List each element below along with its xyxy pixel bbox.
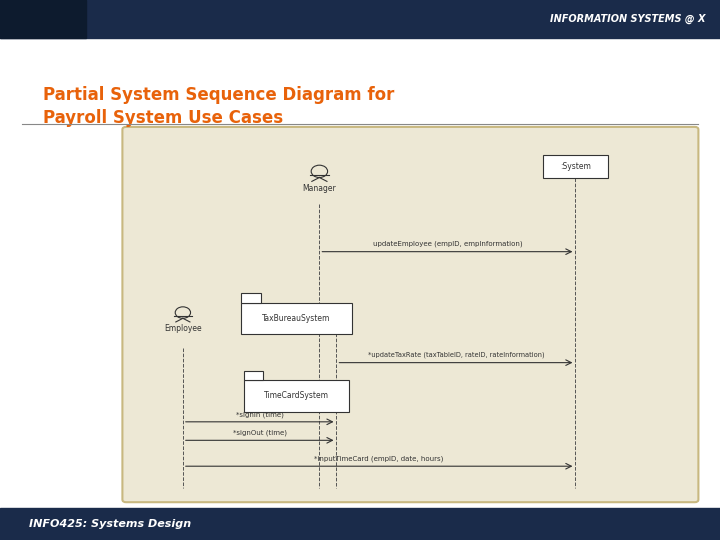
Text: *updateTaxRate (taxTableID, rateID, rateInformation): *updateTaxRate (taxTableID, rateID, rate… bbox=[368, 352, 544, 359]
Bar bbox=[244, 371, 264, 380]
Text: TimeCardSystem: TimeCardSystem bbox=[264, 392, 329, 401]
Text: Partial System Sequence Diagram for
Payroll System Use Cases: Partial System Sequence Diagram for Payr… bbox=[43, 86, 395, 126]
Bar bbox=[0, 508, 720, 540]
FancyBboxPatch shape bbox=[122, 127, 698, 502]
Bar bbox=[543, 156, 608, 178]
Bar bbox=[244, 380, 348, 411]
Text: *signOut (time): *signOut (time) bbox=[233, 429, 287, 436]
Text: INFORMATION SYSTEMS @ X: INFORMATION SYSTEMS @ X bbox=[550, 14, 706, 24]
Text: updateEmployee (empID, empInformation): updateEmployee (empID, empInformation) bbox=[372, 241, 522, 247]
Text: TaxBureauSystem: TaxBureauSystem bbox=[263, 314, 330, 323]
Text: *signIn (time): *signIn (time) bbox=[235, 411, 284, 417]
Text: Manager: Manager bbox=[302, 184, 336, 193]
Text: INFO425: Systems Design: INFO425: Systems Design bbox=[29, 519, 191, 529]
Text: :System: :System bbox=[560, 162, 591, 171]
Text: *inputTimeCard (empID, date, hours): *inputTimeCard (empID, date, hours) bbox=[315, 455, 444, 462]
Bar bbox=[0, 0, 720, 38]
Bar bbox=[240, 302, 352, 334]
Text: Employee: Employee bbox=[164, 324, 202, 333]
Bar bbox=[240, 293, 261, 302]
Bar bbox=[0, 0, 86, 38]
